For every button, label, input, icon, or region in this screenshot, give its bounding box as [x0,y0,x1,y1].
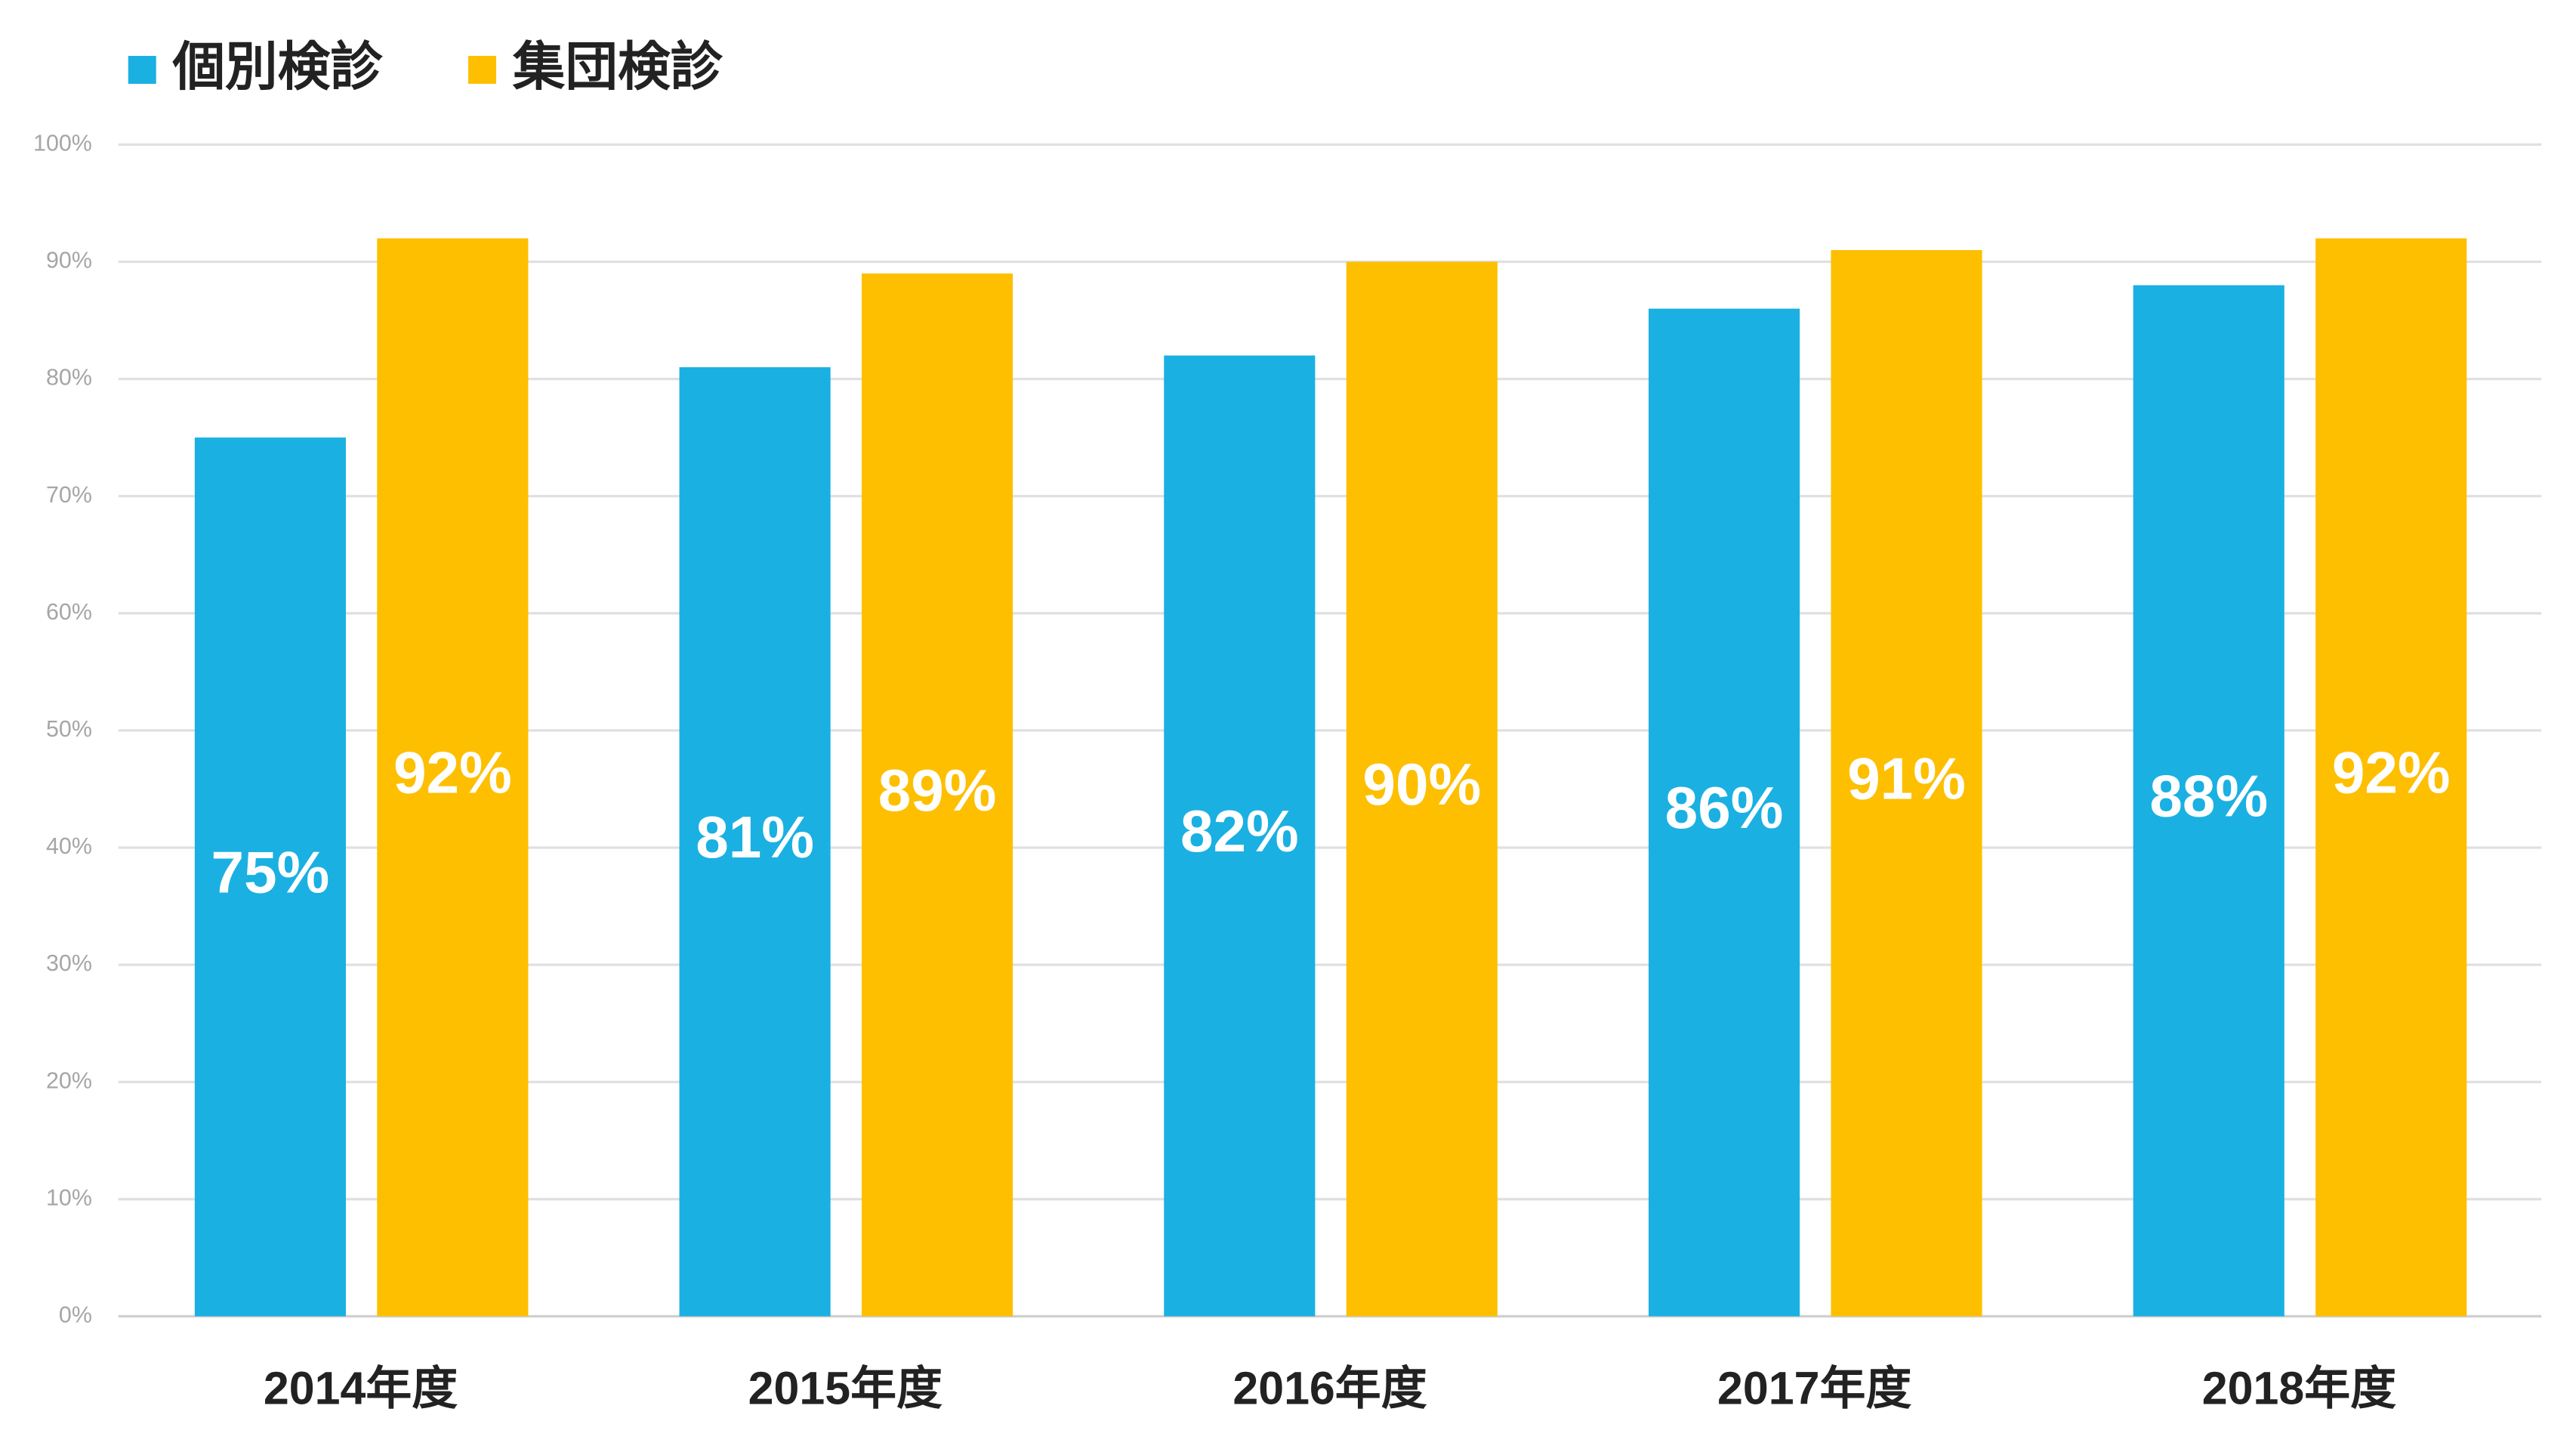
y-tick-label: 40% [46,833,92,859]
bar [1648,308,1800,1317]
bar [679,367,831,1317]
y-tick-label: 90% [46,248,92,273]
y-tick-label: 70% [46,482,92,508]
bar [862,273,1013,1317]
x-tick-label: 2014年度 [264,1363,458,1414]
bar [1164,355,1316,1317]
x-tick-label: 2018年度 [2202,1363,2396,1414]
bar [1346,261,1498,1317]
y-tick-label: 0% [59,1302,92,1327]
bar [377,238,529,1317]
y-tick-label: 10% [46,1185,92,1210]
value-label: 86% [1665,774,1784,841]
value-label: 75% [211,839,330,905]
legend-swatch [128,55,156,84]
x-tick-label: 2015年度 [748,1363,942,1414]
value-label: 81% [696,804,814,870]
y-tick-label: 100% [33,130,92,156]
value-label: 91% [1847,745,1966,811]
value-label: 88% [2149,763,2268,829]
y-tick-label: 80% [46,365,92,391]
y-tick-label: 20% [46,1067,92,1093]
bar [2315,238,2467,1317]
bar [194,437,346,1317]
bar [2133,285,2284,1317]
value-label: 89% [878,757,997,823]
value-label: 90% [1362,751,1481,817]
value-label: 82% [1180,798,1299,864]
legend-label: 集団検診 [512,37,723,96]
legend-label: 個別検診 [171,37,383,96]
y-tick-label: 60% [46,599,92,625]
y-tick-label: 30% [46,950,92,976]
x-tick-label: 2017年度 [1717,1363,1911,1414]
x-tick-label: 2016年度 [1232,1363,1427,1414]
value-label: 92% [393,740,512,806]
value-label: 92% [2332,740,2451,806]
y-tick-label: 50% [46,716,92,742]
bar [1831,250,1982,1317]
legend-swatch [468,55,497,84]
